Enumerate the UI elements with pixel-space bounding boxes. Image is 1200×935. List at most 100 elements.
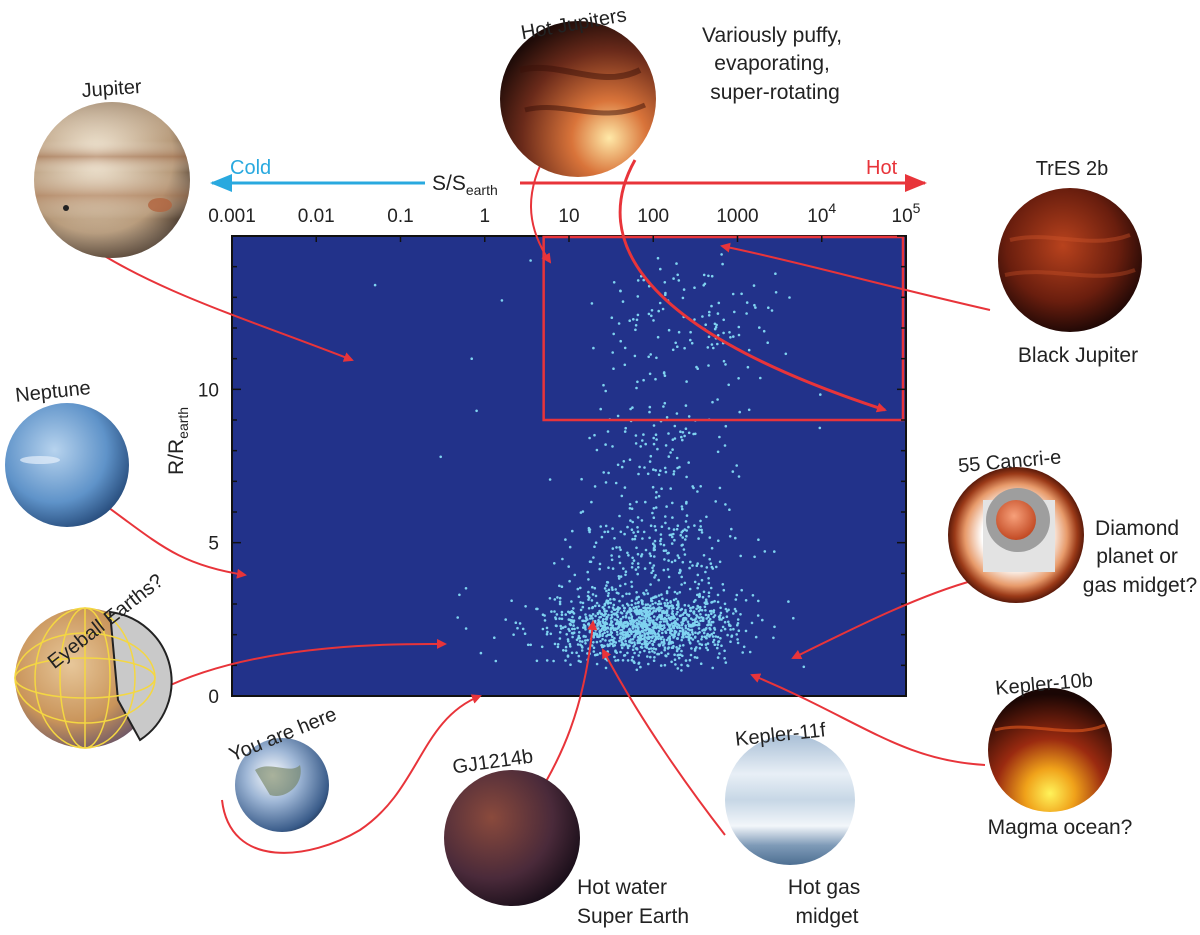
planet-point (712, 346, 715, 350)
planet-point (648, 552, 652, 555)
planet-point (560, 585, 564, 588)
planet-point (689, 617, 693, 620)
planet-point (707, 619, 711, 623)
planet-point (655, 626, 658, 630)
planet-point (742, 645, 746, 649)
planet-point (722, 331, 725, 335)
planet-point (802, 665, 806, 669)
planet-point (629, 608, 633, 611)
planet-point (723, 649, 726, 653)
planet-point (671, 448, 674, 451)
kepler10b-globe-icon (988, 688, 1112, 812)
planet-point (634, 328, 637, 332)
planet-point (595, 601, 599, 605)
planet-point (712, 609, 716, 612)
planet-point (707, 613, 710, 617)
planet-point (592, 634, 595, 638)
planet-point (603, 530, 606, 534)
planet-point (665, 614, 669, 617)
planet-point (591, 593, 595, 596)
planet-point (699, 662, 703, 665)
planet-point (700, 643, 704, 646)
planet-point (674, 620, 677, 623)
planet-point (612, 332, 615, 336)
planet-point (620, 646, 624, 650)
planet-point (680, 638, 683, 642)
planet-point (694, 620, 697, 624)
planet-point (733, 607, 737, 611)
planet-point (644, 500, 647, 504)
planet-point (744, 599, 748, 602)
planet-point (731, 470, 735, 473)
planet-point (690, 647, 693, 650)
planet-point (619, 575, 623, 578)
planet-point (634, 534, 637, 538)
planet-point (628, 634, 631, 638)
planet-point (718, 560, 722, 564)
planet-point (618, 514, 621, 518)
planet-point (617, 575, 621, 578)
planet-point (648, 405, 652, 409)
planet-point (702, 284, 705, 287)
planet-point (709, 562, 713, 565)
planet-point (676, 592, 679, 595)
planet-point (684, 520, 688, 523)
planet-point (650, 635, 654, 639)
planet-point (657, 473, 661, 477)
planet-point (580, 649, 584, 652)
planet-point (734, 598, 738, 601)
planet-point (662, 405, 665, 408)
planet-point (711, 400, 714, 404)
planet-point (613, 637, 616, 640)
planet-point (579, 511, 583, 514)
planet-point (652, 468, 655, 471)
planet-point (712, 631, 716, 635)
planet-point (666, 623, 669, 626)
planet-point (653, 555, 656, 558)
y-axis-title-main: R/R (165, 439, 188, 475)
planet-point (657, 594, 661, 597)
planet-point (762, 329, 766, 333)
planet-point (602, 618, 605, 621)
planet-point (630, 615, 634, 618)
planet-point (610, 586, 614, 589)
planet-point (622, 625, 626, 629)
planet-point (652, 647, 656, 650)
planet-point (649, 583, 652, 586)
planet-point (745, 312, 748, 315)
planet-point (701, 315, 704, 318)
planet-point (641, 602, 644, 606)
planet-point (695, 365, 698, 369)
planet-point (632, 645, 635, 648)
planet-point (687, 525, 690, 529)
planet-point (611, 624, 614, 627)
planet-point (621, 637, 625, 641)
tres2b-globe-icon (998, 188, 1142, 332)
planet-point (607, 471, 610, 475)
planet-point (613, 608, 617, 611)
planet-point (504, 618, 508, 621)
planet-point (662, 568, 666, 572)
planet-point (629, 613, 633, 616)
planet-point (524, 605, 527, 608)
planet-point (636, 526, 639, 529)
jupiter-label: Jupiter (81, 76, 143, 102)
planet-point (598, 562, 602, 566)
planet-point (555, 613, 559, 616)
planet-point (619, 632, 622, 635)
planet-point (676, 600, 680, 603)
planet-point (603, 607, 606, 611)
planet-point (774, 291, 778, 294)
planet-point (653, 624, 656, 628)
planet-point (586, 652, 589, 655)
planet-point (685, 534, 688, 538)
planet-point (610, 558, 614, 562)
planet-point (639, 665, 642, 669)
eyeball-arrow (159, 638, 447, 691)
planet-point (748, 650, 752, 654)
planet-point (618, 621, 622, 624)
planet-point (659, 637, 663, 641)
planet-point (683, 581, 687, 585)
planet-point (614, 650, 617, 653)
planet-point (737, 377, 740, 380)
